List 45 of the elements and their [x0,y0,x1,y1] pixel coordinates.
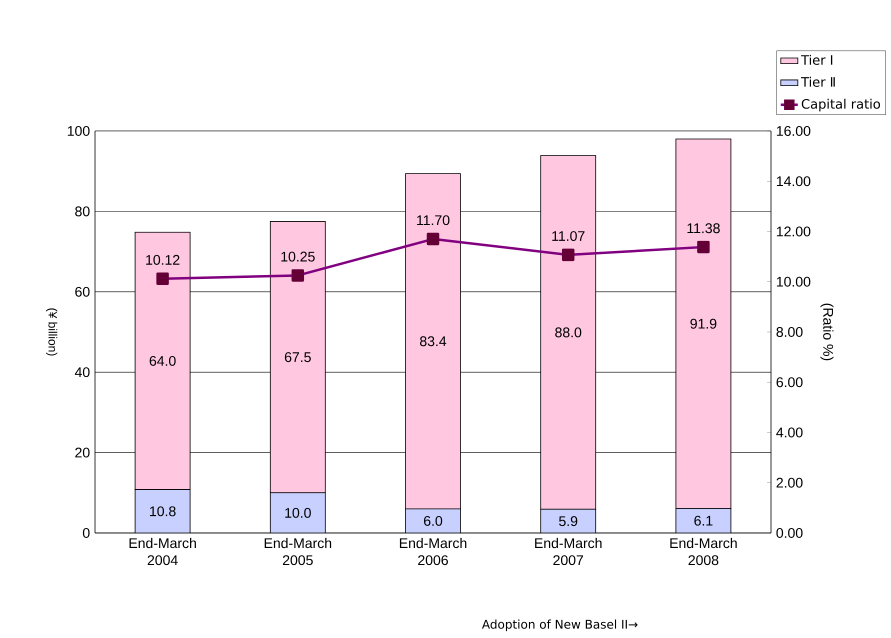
data-label: 11.70 [417,215,450,226]
x-tick-label: End-March 2006 [400,538,466,566]
data-label: 10.0 [285,508,311,518]
y-axis-title: (¥ billion) [46,308,58,356]
data-label: 11.38 [687,223,720,234]
y2-tick-label: 6.00 [776,377,803,388]
x-tick-label: End-March 2004 [130,538,196,566]
y2-tick-label: 4.00 [776,428,803,438]
data-label: 10.12 [146,254,180,265]
data-label: 91.9 [690,318,716,329]
y2-axis-title: (Ratio %) [820,304,834,360]
y2-tick-label: 16.00 [776,126,810,136]
y2-tick-label: 14.00 [776,176,810,186]
text: Adoption of New Basel II→ [482,620,638,632]
data-label: 6.1 [694,516,712,526]
data-label: 83.4 [420,336,446,346]
bar [135,490,190,533]
y-tick-label: 60 [75,286,90,297]
y-tick-label: 40 [74,367,90,378]
data-label: 88.0 [555,327,582,338]
x-tick-label: End-March 2007 [535,538,602,566]
legend-label: Tier Ⅰ [801,54,832,65]
y2-tick-label: 2.00 [776,478,803,488]
data-label: 64.0 [150,356,176,366]
y-tick-label: 20 [75,448,90,458]
y2-tick-label: 0.00 [776,528,803,538]
x-tick-label: End-March 2008 [670,538,737,566]
y-tick-label: 0 [82,528,90,538]
data-label: 11.07 [552,231,584,241]
data-label: 10.8 [150,506,176,516]
bar [676,508,732,533]
data-label: 67.5 [284,352,311,362]
data-label: 6.0 [424,516,442,526]
y-tick-label: 80 [75,206,90,216]
data-label: 5.9 [559,516,578,526]
x-tick-label: End-March 2005 [264,538,332,566]
legend-label: Tier Ⅱ [801,76,835,87]
data-label: 10.25 [281,252,315,262]
y2-tick-label: 10.00 [776,276,810,287]
bar [270,492,326,533]
y-tick-label: 100 [68,126,90,136]
y2-tick-label: 8.00 [776,327,803,337]
y2-tick-label: 12.00 [776,226,810,236]
legend-label: Capital ratio [802,98,880,112]
bar [540,509,596,533]
